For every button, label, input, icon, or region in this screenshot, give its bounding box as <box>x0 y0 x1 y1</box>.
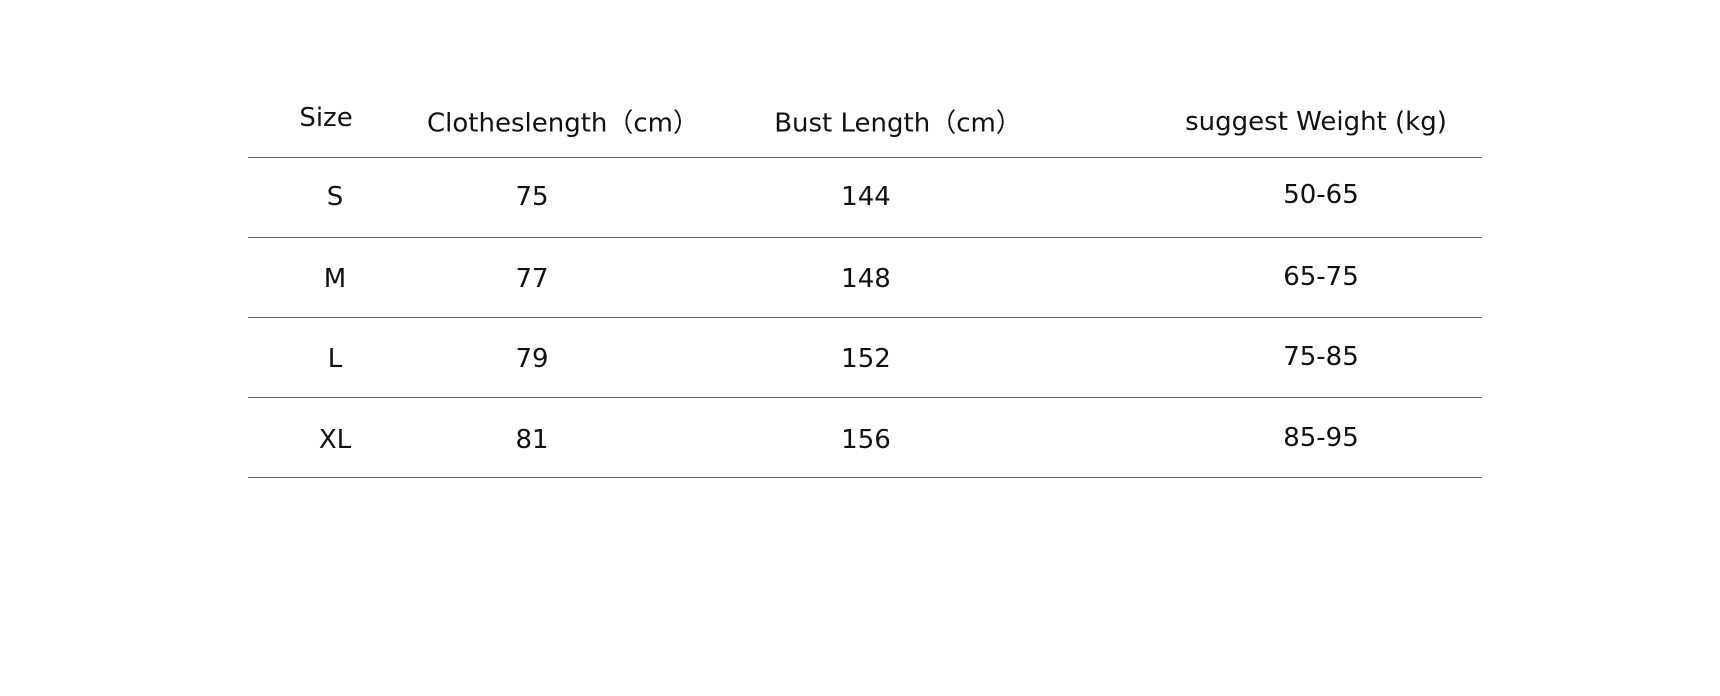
divider <box>248 237 1482 238</box>
cell-clothes-length: 79 <box>515 344 549 374</box>
cell-weight: 75-85 <box>1283 342 1359 372</box>
cell-bust-length: 148 <box>841 264 891 294</box>
cell-clothes-length: 81 <box>515 425 549 455</box>
header-bust-length: Bust Length（cm） <box>774 108 1022 139</box>
cell-size: S <box>326 182 344 212</box>
cell-bust-length: 156 <box>841 425 891 455</box>
divider <box>248 157 1482 158</box>
divider <box>248 477 1482 478</box>
cell-clothes-length: 77 <box>515 264 549 294</box>
header-clothes-length: Clotheslength（cm） <box>427 108 699 139</box>
cell-size: XL <box>318 425 352 455</box>
cell-bust-length: 152 <box>841 344 891 374</box>
cell-weight: 50-65 <box>1283 180 1359 210</box>
cell-clothes-length: 75 <box>515 182 549 212</box>
divider <box>248 317 1482 318</box>
cell-size: L <box>327 344 343 374</box>
header-suggest-weight: suggest Weight (kg) <box>1185 107 1447 137</box>
cell-size: M <box>323 264 347 294</box>
divider <box>248 397 1482 398</box>
cell-weight: 85-95 <box>1283 423 1359 453</box>
cell-weight: 65-75 <box>1283 262 1359 292</box>
header-size: Size <box>299 103 353 133</box>
cell-bust-length: 144 <box>841 182 891 212</box>
